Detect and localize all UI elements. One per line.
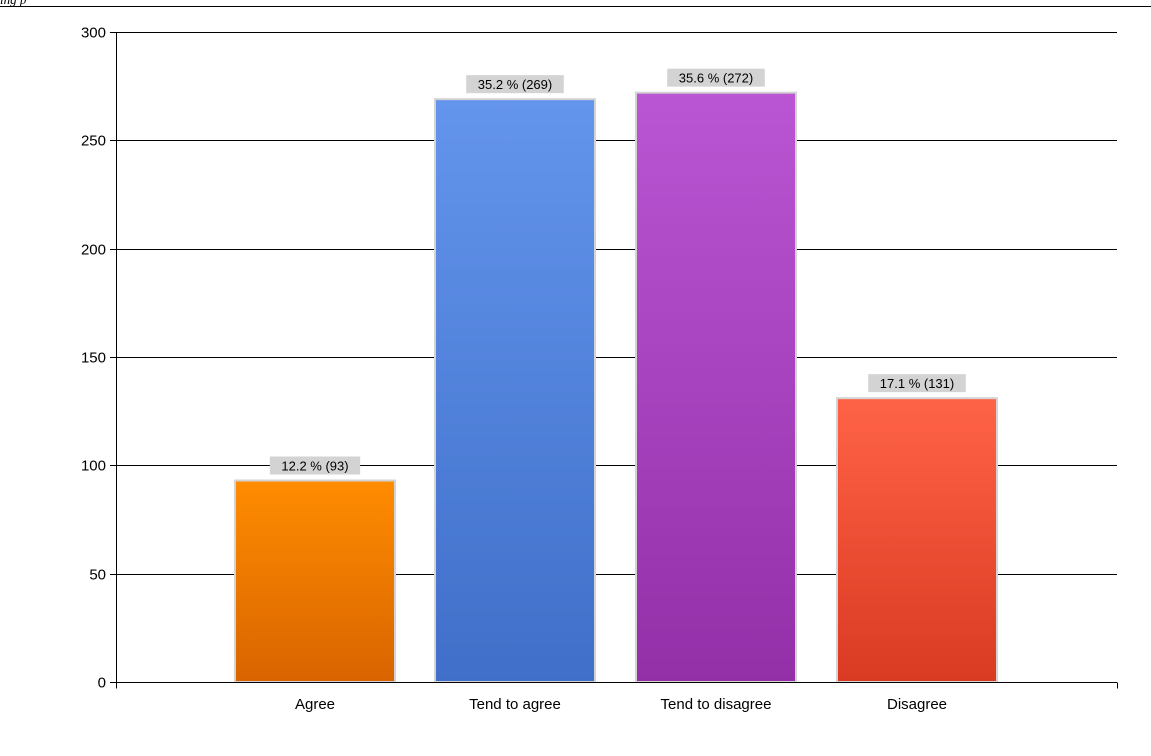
axes: 0 50 100 150 200 250 300 Agree Tend to agree Tend…	[81, 25, 1118, 713]
data-label: 35.2 % (269)	[478, 77, 552, 92]
data-label-box	[466, 75, 564, 94]
bar-disagree	[836, 397, 998, 683]
data-label-box	[269, 456, 361, 475]
header-divider	[0, 6, 1151, 7]
header-fragment-text: ing p	[0, 0, 26, 8]
data-label-box	[868, 374, 966, 393]
x-category-label: Disagree	[887, 696, 947, 713]
x-category-label: Tend to disagree	[661, 696, 772, 713]
bar-tend-to-agree	[434, 98, 596, 683]
y-tick-label: 300	[81, 25, 106, 42]
data-label: 12.2 % (93)	[281, 459, 348, 474]
y-tick-label: 250	[81, 133, 106, 150]
x-category-label: Tend to agree	[469, 696, 561, 713]
y-tick-label: 50	[89, 567, 106, 584]
data-labels: 12.2 % (93) 35.2 % (269) 35.6 % (272) 17.1 …	[269, 68, 966, 475]
y-tick-label: 0	[98, 675, 106, 692]
bars	[234, 91, 998, 683]
data-label: 35.6 % (272)	[679, 71, 753, 86]
bar-tend-to-disagree	[635, 91, 797, 683]
y-tick-label: 100	[81, 458, 106, 475]
data-label-box	[667, 68, 765, 87]
data-label: 17.1 % (131)	[880, 376, 954, 391]
x-category-label: Agree	[295, 696, 335, 713]
y-tick-label: 200	[81, 242, 106, 259]
y-tick-label: 150	[81, 350, 106, 367]
bar-agree	[234, 479, 396, 683]
